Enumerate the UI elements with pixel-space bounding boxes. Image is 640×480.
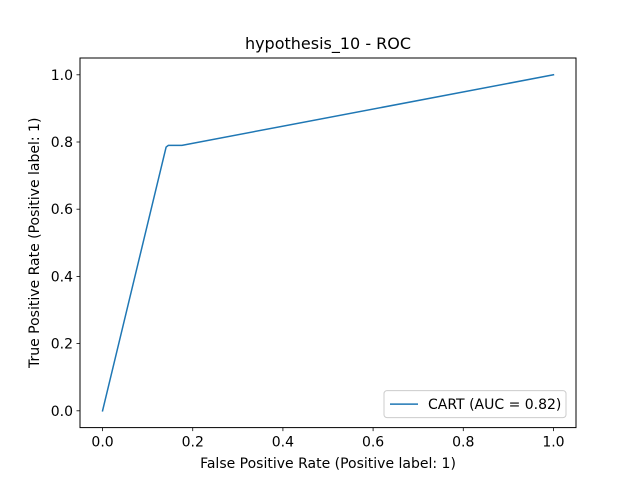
- legend: CART (AUC = 0.82): [383, 390, 567, 419]
- y-tick-label: 0.4: [51, 269, 73, 285]
- ticks: 0.0 0.2 0.4 0.6 0.8 1.0 0.0 0.2 0.4 0.6 0.8 1.0: [51, 68, 565, 451]
- y-tick-label: 0.2: [51, 337, 73, 353]
- y-axis-label: True Positive Rate (Positive label: 1): [27, 118, 43, 369]
- x-tick-label: 0.0: [91, 435, 113, 451]
- roc-curve-line: [101, 73, 555, 412]
- legend-entry-label: CART (AUC = 0.82): [428, 397, 561, 413]
- y-tick-label: 0.8: [51, 135, 73, 151]
- x-tick-label: 1.0: [542, 435, 564, 451]
- y-tick-label: 0.6: [51, 202, 73, 218]
- y-tick-label: 1.0: [51, 68, 73, 84]
- x-tick-label: 0.6: [362, 435, 384, 451]
- legend-box: [383, 390, 567, 419]
- axes-frame: [79, 57, 577, 429]
- x-tick-label: 0.2: [182, 435, 204, 451]
- x-tick-label: 0.4: [272, 435, 294, 451]
- x-axis-label: False Positive Rate (Positive label: 1): [200, 456, 456, 472]
- y-tick-label: 0.0: [51, 404, 73, 420]
- plot-area: [101, 73, 555, 412]
- x-tick-label: 0.8: [452, 435, 474, 451]
- chart-title: hypothesis_10 - ROC: [245, 34, 411, 54]
